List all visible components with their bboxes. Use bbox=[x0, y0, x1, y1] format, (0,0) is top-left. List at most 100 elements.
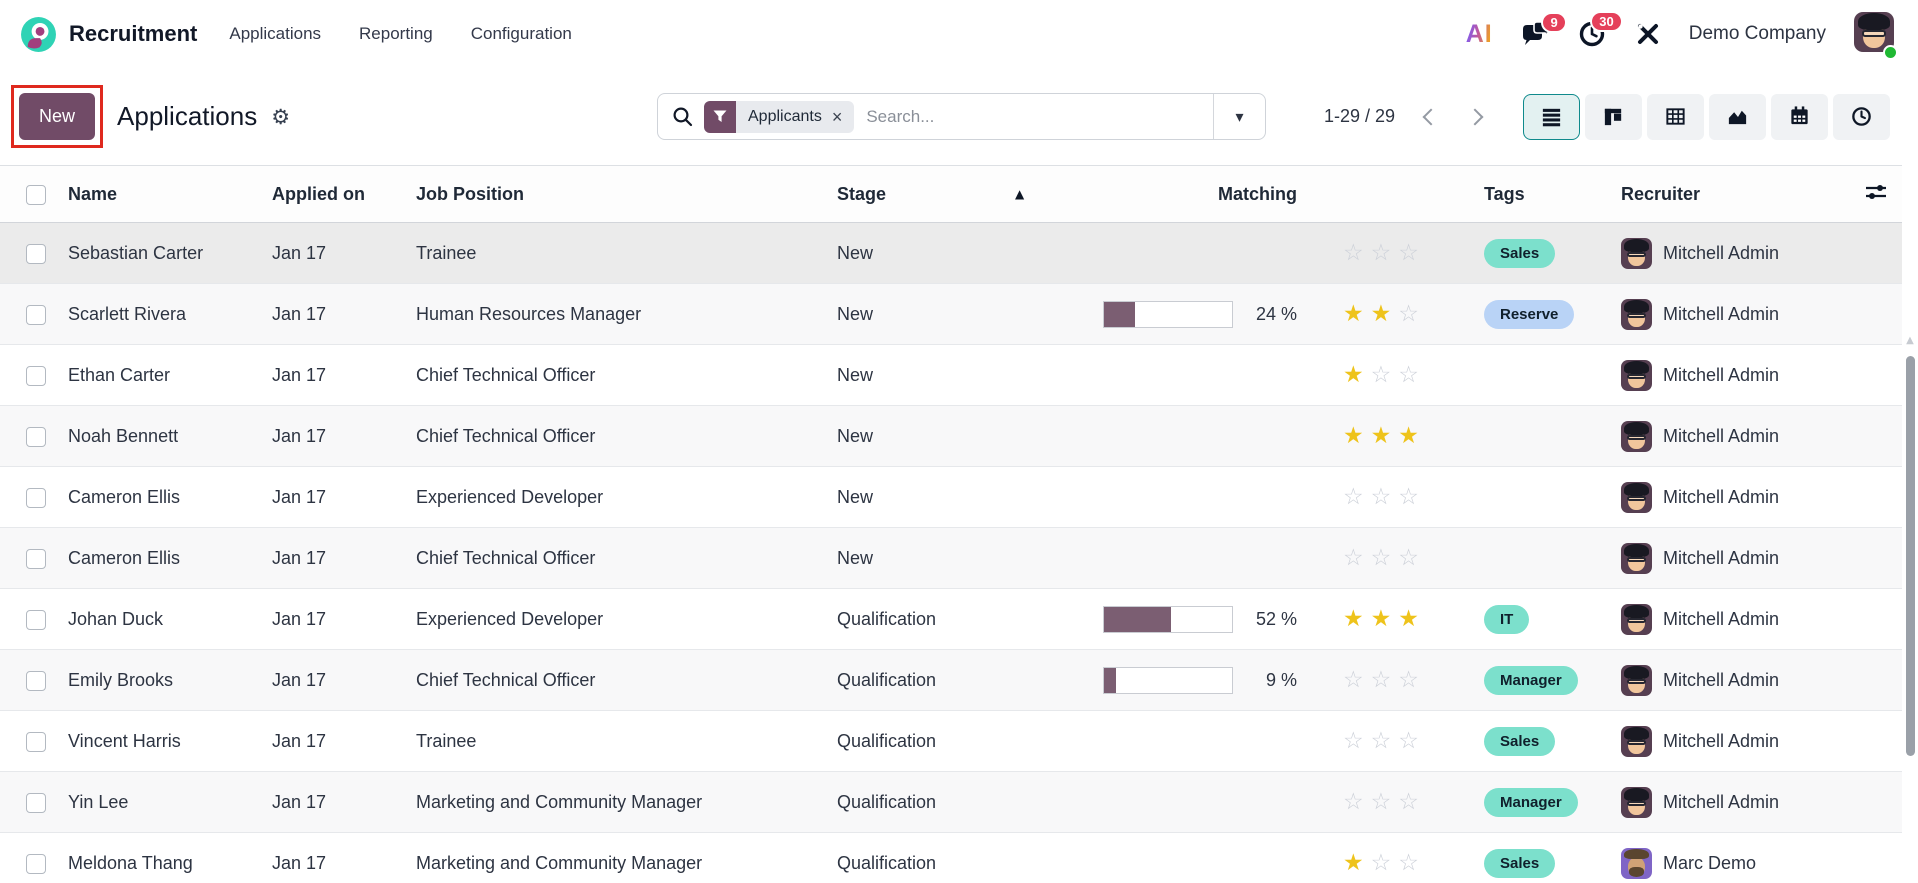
row-checkbox[interactable] bbox=[26, 365, 46, 386]
pager-range[interactable]: 1-29 / 29 bbox=[1323, 106, 1395, 126]
table-row[interactable]: Yin Lee Jan 17 Marketing and Community M… bbox=[0, 771, 1902, 833]
ai-icon[interactable]: AI bbox=[1465, 19, 1493, 48]
priority-star[interactable]: ☆ bbox=[1398, 484, 1426, 510]
priority-star[interactable]: ☆ bbox=[1398, 850, 1426, 876]
tools-icon[interactable] bbox=[1635, 21, 1661, 47]
company-switcher[interactable]: Demo Company bbox=[1688, 23, 1826, 44]
priority-star[interactable]: ★ bbox=[1370, 423, 1399, 449]
priority-star[interactable]: ★ bbox=[1343, 606, 1371, 632]
column-header-recruiter[interactable]: Recruiter bbox=[1605, 165, 1850, 223]
row-checkbox[interactable] bbox=[26, 853, 46, 874]
priority-star[interactable]: ★ bbox=[1343, 423, 1371, 449]
table-row[interactable]: Meldona Thang Jan 17 Marketing and Commu… bbox=[0, 832, 1902, 883]
column-header-tags[interactable]: Tags bbox=[1468, 165, 1605, 223]
priority-star[interactable]: ★ bbox=[1343, 301, 1371, 327]
priority-star[interactable]: ☆ bbox=[1398, 667, 1426, 693]
row-checkbox[interactable] bbox=[26, 792, 46, 813]
column-settings-button[interactable] bbox=[1850, 165, 1902, 223]
new-button[interactable]: New bbox=[19, 93, 96, 140]
priority-star[interactable]: ☆ bbox=[1370, 362, 1399, 388]
priority-star[interactable]: ☆ bbox=[1343, 240, 1371, 266]
calendar-view-button[interactable] bbox=[1771, 93, 1828, 140]
table-row[interactable]: Vincent Harris Jan 17 Trainee Qualificat… bbox=[0, 710, 1902, 772]
cell-recruiter: Mitchell Admin bbox=[1605, 222, 1850, 284]
activities-clock-icon[interactable]: 30 bbox=[1579, 11, 1623, 48]
search-input[interactable] bbox=[866, 106, 1213, 127]
row-checkbox[interactable] bbox=[26, 609, 46, 630]
priority-star[interactable]: ☆ bbox=[1370, 240, 1399, 266]
row-checkbox[interactable] bbox=[26, 304, 46, 325]
priority-star[interactable]: ☆ bbox=[1398, 240, 1426, 266]
cell-recruiter: Mitchell Admin bbox=[1605, 710, 1850, 772]
priority-star[interactable]: ☆ bbox=[1343, 789, 1371, 815]
column-header-stage[interactable]: Stage ▲ bbox=[821, 165, 1087, 223]
facet-remove-icon[interactable]: × bbox=[831, 106, 843, 127]
applications-list: Name Applied on Job Position Stage ▲ Matc… bbox=[0, 165, 1918, 883]
table-row[interactable]: Noah Bennett Jan 17 Chief Technical Offi… bbox=[0, 405, 1902, 467]
priority-star[interactable]: ☆ bbox=[1370, 789, 1399, 815]
column-header-priority bbox=[1317, 165, 1468, 223]
priority-star[interactable]: ★ bbox=[1343, 362, 1371, 388]
priority-star[interactable]: ☆ bbox=[1370, 850, 1399, 876]
menu-applications[interactable]: Applications bbox=[229, 24, 322, 43]
priority-star[interactable]: ☆ bbox=[1370, 728, 1399, 754]
table-row[interactable]: Ethan Carter Jan 17 Chief Technical Offi… bbox=[0, 344, 1902, 406]
scroll-up-arrow-icon[interactable]: ▲ bbox=[1906, 335, 1914, 346]
priority-star[interactable]: ☆ bbox=[1343, 667, 1371, 693]
priority-star[interactable]: ☆ bbox=[1370, 667, 1399, 693]
recruitment-app-icon[interactable] bbox=[20, 16, 57, 53]
table-row[interactable]: Sebastian Carter Jan 17 Trainee New ☆☆☆ bbox=[0, 222, 1902, 284]
table-row[interactable]: Cameron Ellis Jan 17 Experienced Develop… bbox=[0, 466, 1902, 528]
priority-star[interactable]: ★ bbox=[1343, 850, 1371, 876]
menu-reporting[interactable]: Reporting bbox=[359, 24, 433, 43]
priority-star[interactable]: ☆ bbox=[1370, 484, 1399, 510]
pager-previous-button[interactable] bbox=[1409, 101, 1453, 133]
column-header-matching[interactable]: Matching bbox=[1087, 165, 1317, 223]
priority-star[interactable]: ★ bbox=[1398, 423, 1426, 449]
priority-star[interactable]: ☆ bbox=[1398, 789, 1426, 815]
priority-star[interactable]: ☆ bbox=[1343, 728, 1371, 754]
priority-star[interactable]: ☆ bbox=[1370, 545, 1399, 571]
row-checkbox[interactable] bbox=[26, 731, 46, 752]
list-view-button[interactable] bbox=[1523, 93, 1580, 140]
priority-star[interactable]: ☆ bbox=[1398, 728, 1426, 754]
column-header-applied-on[interactable]: Applied on bbox=[256, 165, 400, 223]
select-all-checkbox[interactable] bbox=[26, 184, 46, 205]
cell-tags: Sales bbox=[1468, 710, 1605, 772]
table-row[interactable]: Johan Duck Jan 17 Experienced Developer … bbox=[0, 588, 1902, 650]
user-menu[interactable] bbox=[1854, 11, 1898, 60]
cell-priority: ★★☆ bbox=[1317, 283, 1468, 345]
priority-star[interactable]: ☆ bbox=[1343, 484, 1371, 510]
priority-star[interactable]: ★ bbox=[1370, 301, 1399, 327]
graph-view-button[interactable] bbox=[1709, 93, 1766, 140]
row-checkbox[interactable] bbox=[26, 426, 46, 447]
search-facet-applicants[interactable]: Applicants × bbox=[704, 100, 855, 133]
kanban-view-button[interactable] bbox=[1585, 93, 1642, 140]
column-header-name[interactable]: Name bbox=[52, 165, 256, 223]
priority-star[interactable]: ☆ bbox=[1398, 301, 1426, 327]
pivot-view-button[interactable] bbox=[1647, 93, 1704, 140]
app-name[interactable]: Recruitment bbox=[69, 21, 198, 46]
table-row[interactable]: Emily Brooks Jan 17 Chief Technical Offi… bbox=[0, 649, 1902, 711]
column-header-job-position[interactable]: Job Position bbox=[400, 165, 821, 223]
priority-star[interactable]: ★ bbox=[1370, 606, 1399, 632]
table-row[interactable]: Cameron Ellis Jan 17 Chief Technical Off… bbox=[0, 527, 1902, 589]
cell-recruiter: Mitchell Admin bbox=[1605, 466, 1850, 528]
row-checkbox[interactable] bbox=[26, 548, 46, 569]
activity-view-button[interactable] bbox=[1833, 93, 1890, 140]
scrollbar-thumb[interactable] bbox=[1906, 356, 1915, 756]
menu-configuration[interactable]: Configuration bbox=[470, 24, 572, 43]
priority-star[interactable]: ★ bbox=[1398, 606, 1426, 632]
messages-icon[interactable]: 9 bbox=[1521, 11, 1567, 48]
cell-name: Scarlett Rivera bbox=[52, 283, 256, 345]
row-checkbox[interactable] bbox=[26, 243, 46, 264]
priority-star[interactable]: ☆ bbox=[1398, 362, 1426, 388]
search-options-caret[interactable]: ▾ bbox=[1213, 94, 1265, 139]
pager-next-button[interactable] bbox=[1453, 101, 1497, 133]
row-checkbox[interactable] bbox=[26, 487, 46, 508]
gear-icon[interactable]: ⚙ bbox=[271, 104, 291, 129]
table-row[interactable]: Scarlett Rivera Jan 17 Human Resources M… bbox=[0, 283, 1902, 345]
priority-star[interactable]: ☆ bbox=[1343, 545, 1371, 571]
row-checkbox[interactable] bbox=[26, 670, 46, 691]
priority-star[interactable]: ☆ bbox=[1398, 545, 1426, 571]
